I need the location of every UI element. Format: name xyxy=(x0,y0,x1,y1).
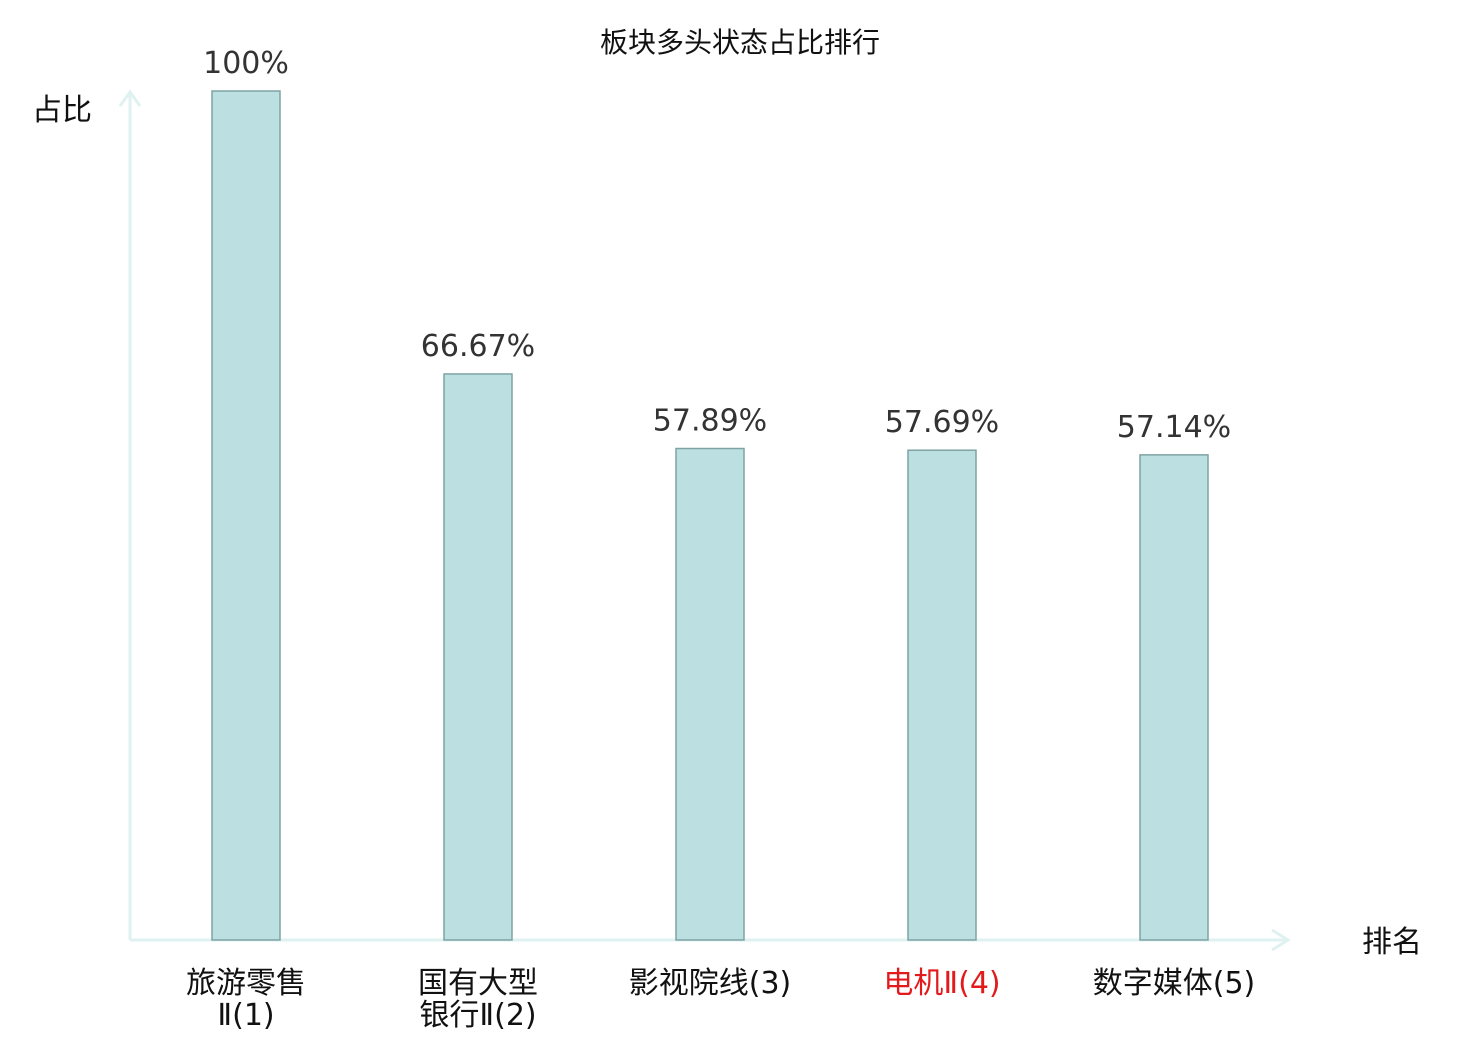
bar-4 xyxy=(907,449,977,941)
category-label-1-line-2: Ⅱ(1) xyxy=(217,998,274,1033)
x-axis-label: 排名 xyxy=(1362,925,1422,960)
y-axis-label: 占比 xyxy=(32,93,92,128)
category-label-3-line-1: 影视院线(3) xyxy=(629,966,792,1001)
category-label-1-line-1: 旅游零售 xyxy=(186,966,306,1001)
bar-2 xyxy=(443,373,513,941)
y-axis-arrow xyxy=(118,89,142,107)
bar-1 xyxy=(211,90,281,941)
chart-title: 板块多头状态占比排行 xyxy=(600,26,880,59)
bar-value-label-1: 100% xyxy=(203,46,289,81)
bar-value-label-5: 57.14% xyxy=(1117,410,1231,445)
category-label-5-line-1: 数字媒体(5) xyxy=(1093,966,1256,1001)
bar-value-label-3: 57.89% xyxy=(653,404,767,439)
x-axis-arrow xyxy=(1271,928,1291,952)
category-label-4-line-1: 电机Ⅱ(4) xyxy=(883,966,1000,1001)
bar-5 xyxy=(1139,454,1209,941)
category-label-2-line-1: 国有大型 xyxy=(418,966,538,1001)
bar-3 xyxy=(675,447,745,941)
bar-value-label-4: 57.69% xyxy=(885,405,999,440)
bar-value-label-2: 66.67% xyxy=(421,329,535,364)
category-label-2-line-2: 银行Ⅱ(2) xyxy=(419,998,536,1033)
